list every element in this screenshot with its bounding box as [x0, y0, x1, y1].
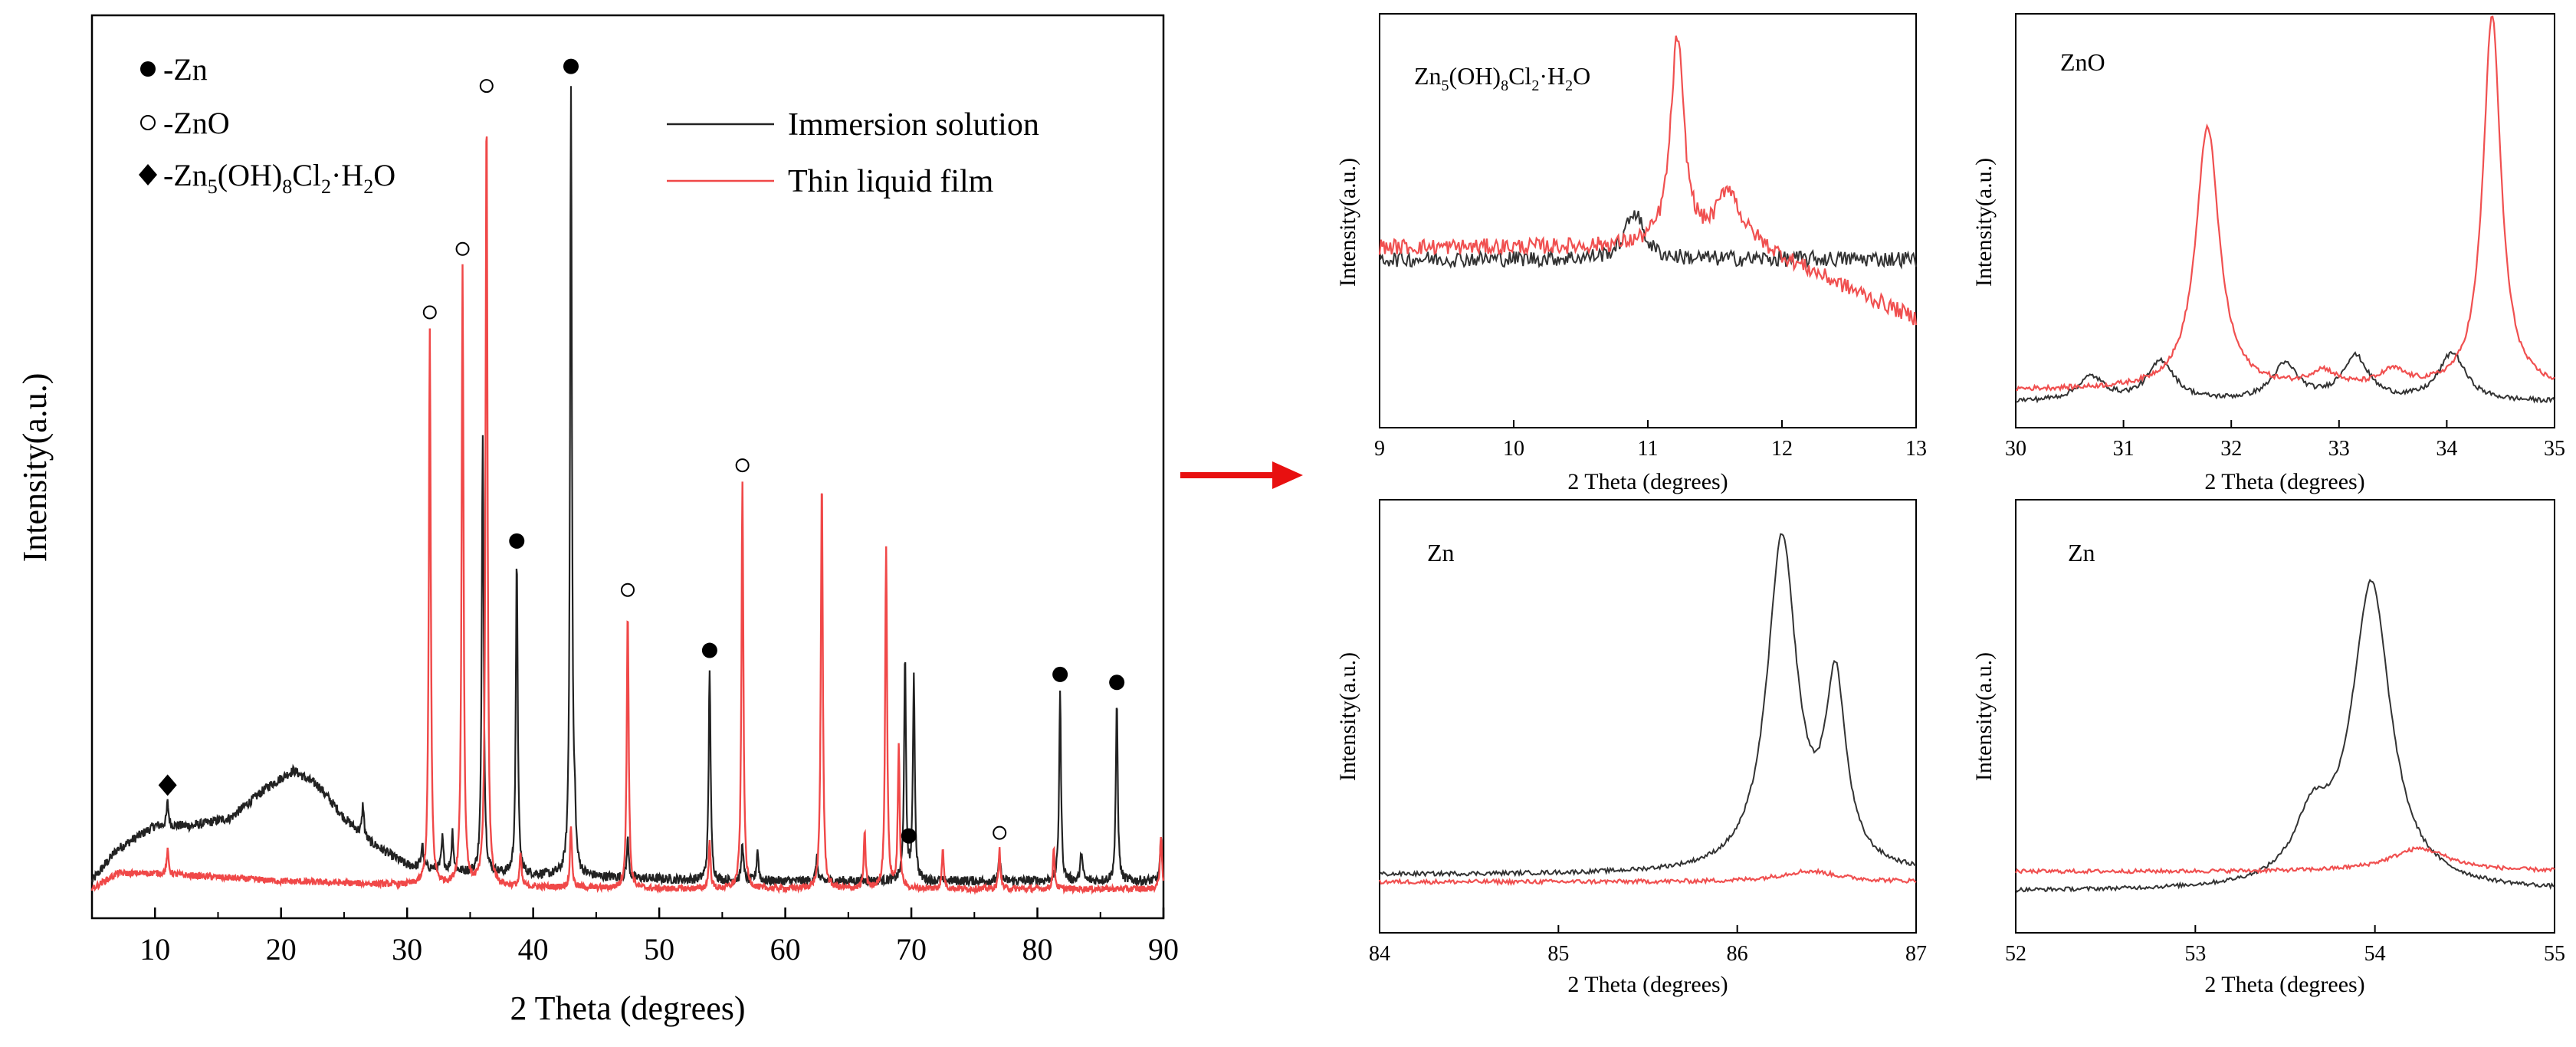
- panel2-title: ZnO: [2060, 48, 2105, 76]
- panel1-title: Zn5(OH)8Cl2·H2O: [1414, 62, 1590, 94]
- legend-film-label: Thin liquid film: [788, 164, 994, 199]
- panel-x-tick-label: 33: [2328, 437, 2350, 461]
- panel-x-tick-label: 87: [1905, 942, 1927, 966]
- panel-x-tick-label: 32: [2220, 437, 2242, 461]
- inset-zn-84-87: Zn Intensity(a.u.) 2 Theta (degrees) 84 8…: [1335, 499, 1927, 997]
- panel3-title: Zn: [1427, 539, 1455, 566]
- panel-x-tick-label: 34: [2436, 437, 2457, 461]
- panel4-frame: [2015, 499, 2555, 934]
- phase-legend: -Zn -ZnO -Zn5(OH)8Cl2·H2O: [139, 52, 395, 198]
- zn-peak-marker-icon: [901, 828, 917, 844]
- series-legend: Immersion solution Thin liquid film: [667, 107, 1039, 199]
- inset-zn-52-55: Zn Intensity(a.u.) 2 Theta (degrees) 52 5…: [1971, 499, 2565, 997]
- panel-x-tick-label: 86: [1727, 942, 1748, 966]
- legend-zinc-hydroxychloride-label: -Zn5(OH)8Cl2·H2O: [163, 158, 395, 198]
- panel3-y-axis-label: Intensity(a.u.): [1335, 652, 1360, 781]
- panel4-title: Zn: [2068, 539, 2095, 566]
- panel-x-tick-label: 54: [2364, 942, 2386, 966]
- zno-peak-marker-icon: [422, 305, 437, 320]
- main-x-tick-label: 30: [392, 932, 422, 967]
- zn-peak-marker-icon: [701, 642, 717, 658]
- panel-x-tick-label: 55: [2544, 942, 2565, 966]
- main-x-tick-label: 20: [266, 932, 297, 967]
- series-thin-liquid-film: [90, 136, 1165, 895]
- panel-x-tick-label: 9: [1374, 437, 1385, 461]
- panel3-x-axis-label: 2 Theta (degrees): [1567, 972, 1728, 997]
- main-x-tick-label: 90: [1148, 932, 1179, 967]
- panel1-series-immersion-solution: [1379, 210, 1917, 270]
- panel4-y-axis-label: Intensity(a.u.): [1971, 652, 1997, 781]
- panel2-x-axis-label: 2 Theta (degrees): [2204, 469, 2364, 494]
- panel-x-tick-label: 10: [1503, 437, 1524, 461]
- panel4-x-ticks: 52 53 54 55: [2005, 925, 2565, 966]
- main-x-tick-label: 40: [518, 932, 549, 967]
- panel-x-tick-label: 12: [1771, 437, 1793, 461]
- panel3-frame: [1379, 499, 1917, 934]
- main-x-tick-label: 70: [896, 932, 927, 967]
- panel1-x-axis-label: 2 Theta (degrees): [1567, 469, 1728, 494]
- panel1-series-thin-liquid-film: [1378, 35, 1918, 326]
- zoom-arrow: [1180, 461, 1303, 489]
- legend-diamond-icon: [139, 164, 157, 185]
- zno-peak-marker-icon: [735, 458, 750, 473]
- legend-zn-label: -Zn: [163, 52, 208, 87]
- main-x-tick-label: 80: [1022, 932, 1053, 967]
- main-x-tick-label: 60: [770, 932, 801, 967]
- panel2-x-ticks: 30 31 32 33 34 35: [2005, 420, 2565, 461]
- panel4-series-thin-liquid-film: [2014, 845, 2555, 875]
- panel-x-tick-label: 31: [2113, 437, 2135, 461]
- panel3-series-thin-liquid-film: [1378, 868, 1917, 887]
- zno-peak-marker-icon: [993, 825, 1007, 840]
- legend-zn-filled-circle-icon: [140, 61, 156, 77]
- panel2-frame: [2015, 13, 2555, 428]
- zn-peak-marker-icon: [509, 533, 525, 549]
- legend-zno-label: -ZnO: [163, 106, 230, 140]
- panel3-x-ticks: 84 85 86 87: [1369, 925, 1927, 966]
- panel-x-tick-label: 30: [2005, 437, 2026, 461]
- main-chart: 10 20 30 40 50 60 70 80 90 2 Theta (degrees) Int…: [16, 14, 1179, 1027]
- main-x-ticks: 10 20 30 40 50 60 70 80 90: [91, 908, 1179, 967]
- panel-x-tick-label: 35: [2544, 437, 2565, 461]
- peak-markers: [158, 58, 1125, 844]
- zn-peak-marker-icon: [563, 58, 579, 74]
- hydroxychloride-peak-marker-icon: [158, 774, 177, 796]
- zno-peak-marker-icon: [455, 241, 470, 256]
- arrow-right-icon: [1272, 461, 1303, 489]
- zno-peak-marker-icon: [621, 583, 635, 597]
- panel3-series-immersion-solution: [1379, 533, 1917, 878]
- zn-peak-marker-icon: [1109, 674, 1125, 691]
- series-immersion-solution: [90, 86, 1165, 888]
- main-plot-frame: [90, 14, 1165, 920]
- inset-zno: ZnO Intensity(a.u.) 2 Theta (degrees) 30…: [1971, 13, 2565, 494]
- main-y-axis-label: Intensity(a.u.): [16, 373, 54, 563]
- panel4-series-immersion-solution: [2015, 578, 2555, 893]
- panel-x-tick-label: 11: [1638, 437, 1659, 461]
- panel2-y-axis-label: Intensity(a.u.): [1971, 158, 1997, 287]
- legend-zno-open-circle-icon: [140, 115, 156, 130]
- zno-peak-marker-icon: [479, 79, 494, 94]
- panel-x-tick-label: 84: [1369, 942, 1390, 966]
- panel-x-tick-label: 53: [2184, 942, 2206, 966]
- panel-x-tick-label: 52: [2005, 942, 2026, 966]
- panel1-x-ticks: 9 10 11 12 13: [1374, 420, 1927, 461]
- zn-peak-marker-icon: [1052, 666, 1068, 682]
- panel4-x-axis-label: 2 Theta (degrees): [2204, 972, 2364, 997]
- main-x-tick-label: 10: [139, 932, 170, 967]
- panel-x-tick-label: 85: [1547, 942, 1569, 966]
- main-x-tick-label: 50: [644, 932, 674, 967]
- main-x-axis-label: 2 Theta (degrees): [510, 990, 745, 1027]
- panel2-series-thin-liquid-film: [2015, 15, 2555, 392]
- panel1-y-axis-label: Intensity(a.u.): [1335, 158, 1360, 287]
- panel-x-tick-label: 13: [1905, 437, 1927, 461]
- inset-zn5-oh8cl2-h2o: Zn5(OH)8Cl2·H2O Intensity(a.u.) 2 Theta …: [1335, 13, 1927, 494]
- legend-immersion-label: Immersion solution: [788, 107, 1039, 143]
